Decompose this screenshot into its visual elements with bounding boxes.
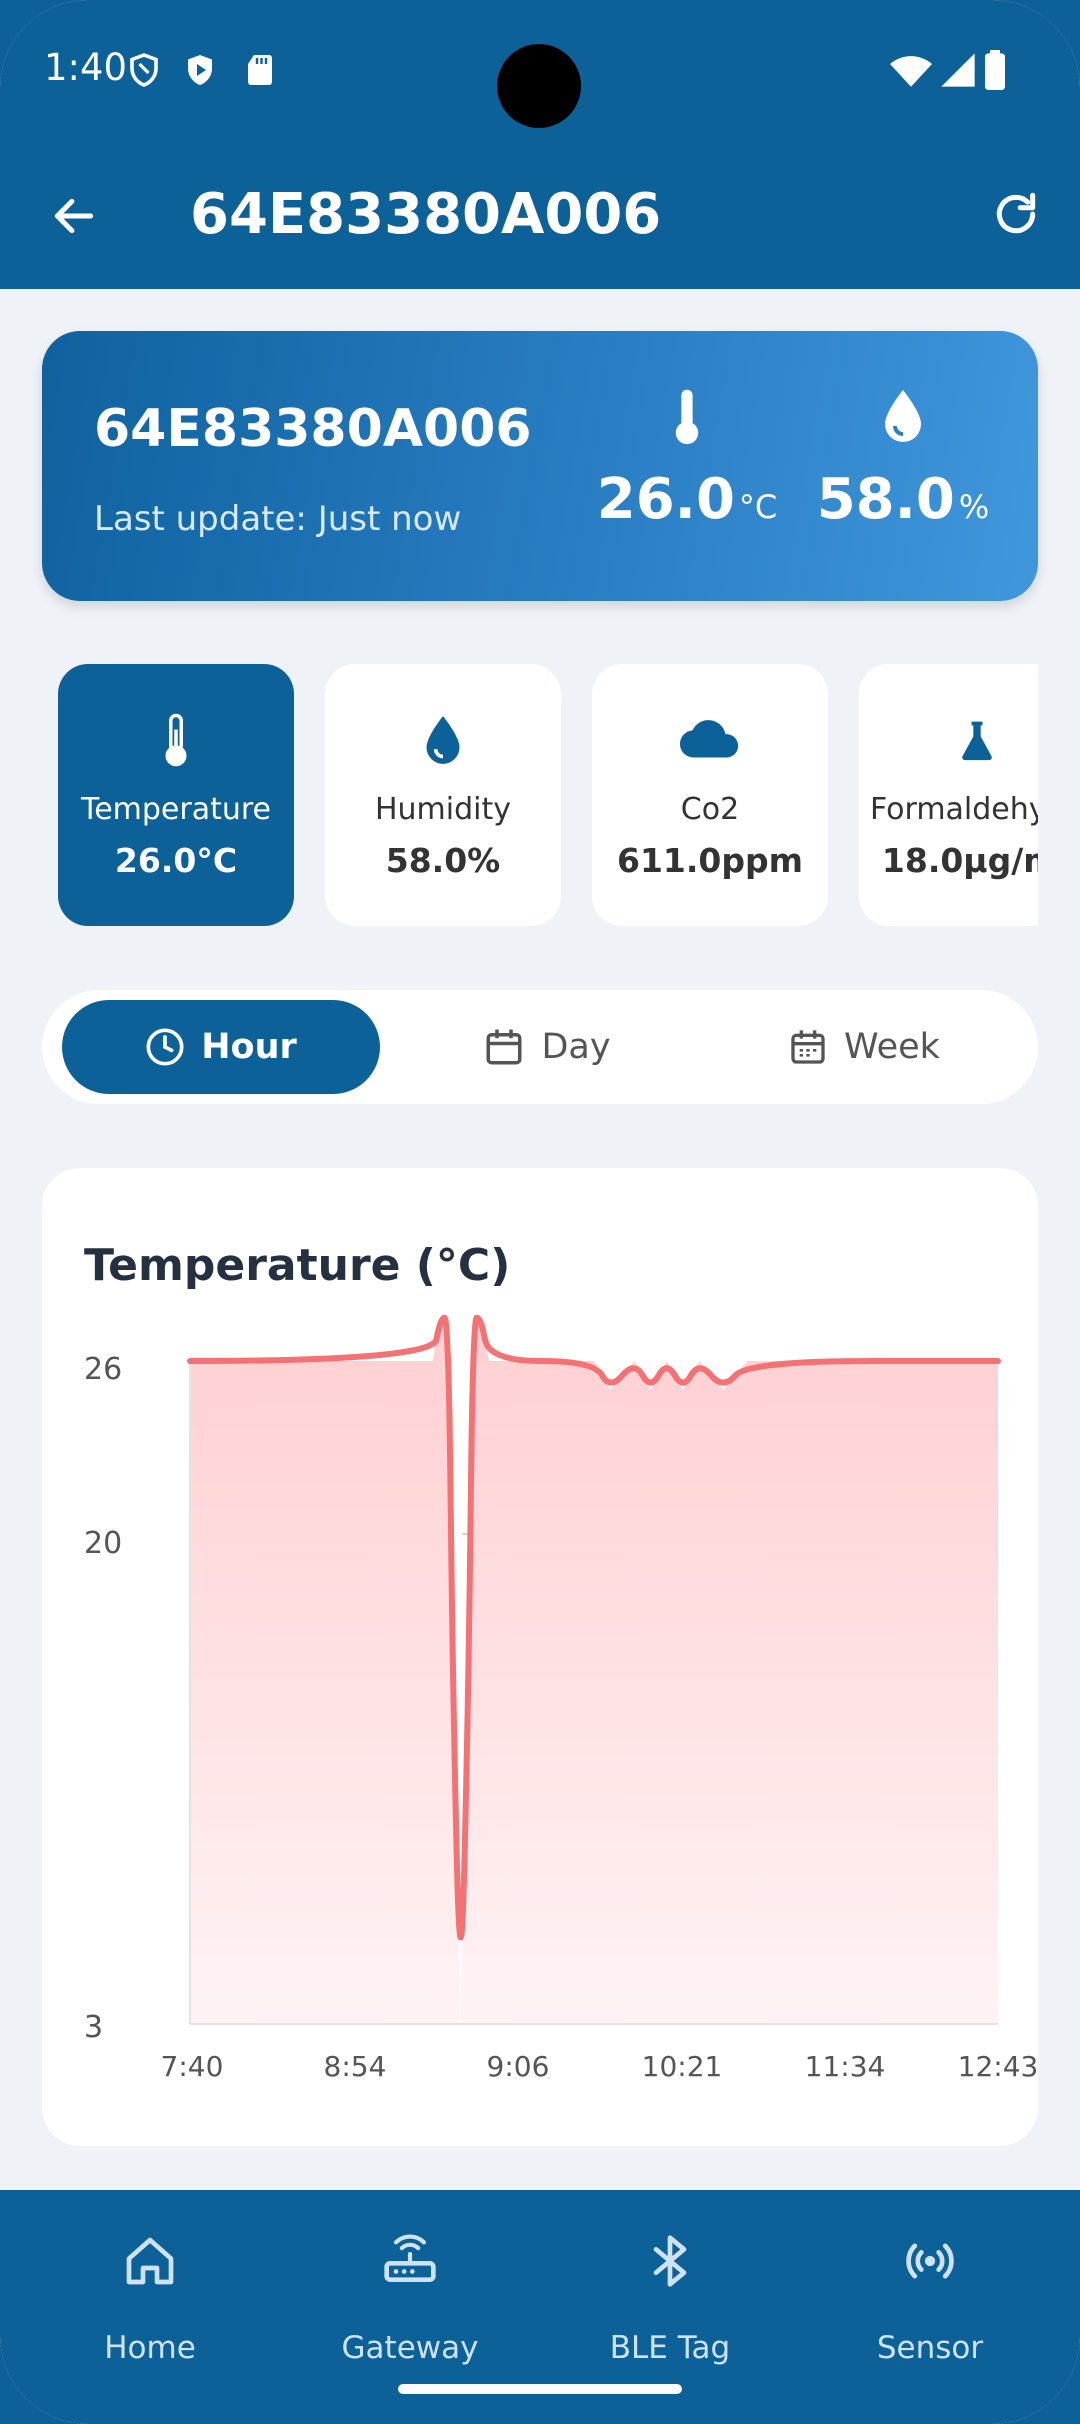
hero-humidity-unit: % — [958, 488, 990, 526]
series-area — [190, 1317, 998, 2024]
flask-icon — [962, 721, 992, 761]
calendar-icon — [791, 1030, 825, 1064]
nav-sensor[interactable]: Sensor — [800, 2226, 1060, 2366]
last-update-text: Last update: Just now — [94, 499, 462, 539]
range-label: Day — [541, 1027, 611, 1067]
sensor-card-temperature[interactable]: Temperature 26.0°C — [58, 664, 294, 926]
home-icon — [126, 2237, 174, 2285]
x-tick-label: 8:54 — [324, 2050, 387, 2083]
nav-label: Gateway — [341, 2330, 479, 2366]
chart-card: Temperature (°C) 26 20 3 7:40 8:54 9:06 10:21 1… — [42, 1168, 1038, 2146]
x-tick-label: 11:34 — [805, 2050, 886, 2083]
nav-ble-tag[interactable]: BLE Tag — [540, 2226, 800, 2366]
nav-gateway[interactable]: Gateway — [280, 2226, 540, 2366]
hero-temperature: 26.0 °C — [592, 383, 782, 532]
thermometer-icon — [165, 713, 187, 767]
nav-label: BLE Tag — [609, 2330, 731, 2366]
clock-icon — [146, 1028, 184, 1066]
water-drop-icon — [426, 716, 460, 764]
arrow-left-icon — [54, 198, 94, 234]
sensor-value: 611.0ppm — [616, 841, 803, 880]
status-bar: 1:40 — [0, 0, 1080, 140]
sensor-card-humidity[interactable]: Humidity 58.0% — [325, 664, 561, 926]
sensor-name: Co2 — [680, 792, 740, 827]
shield-status-icon — [130, 53, 158, 87]
nav-label: Home — [104, 2330, 196, 2366]
sensor-card-co2[interactable]: Co2 611.0ppm — [592, 664, 828, 926]
device-summary-card: 64E83380A006 Last update: Just now 26.0 °… — [42, 331, 1038, 601]
x-tick-label: 7:40 — [161, 2050, 224, 2083]
range-day-button[interactable]: Day — [402, 1000, 692, 1094]
x-tick-label: 12:43 — [958, 2050, 1038, 2083]
series-line — [187, 1314, 1001, 1941]
range-hour-button[interactable]: Hour — [62, 1000, 380, 1094]
y-tick-label: 3 — [84, 2010, 103, 2045]
page-title: 64E83380A006 — [190, 182, 662, 247]
sd-card-status-icon — [248, 55, 272, 85]
sensor-value: 18.0μg/m³ — [881, 841, 1038, 880]
app-header: 1:40 64E83380A006 — [0, 0, 1080, 289]
x-tick-label: 10:21 — [642, 2050, 723, 2083]
y-tick-label: 20 — [84, 1526, 122, 1561]
sensor-name: Humidity — [374, 792, 512, 827]
sensor-name: Formaldehyde — [869, 792, 1038, 827]
battery-icon — [985, 50, 1005, 90]
y-tick-label: 26 — [84, 1352, 122, 1387]
bottom-navigation: Home Gateway BLE Tag Sensor — [0, 2190, 1080, 2424]
hero-temperature-value: 26.0 — [596, 467, 735, 532]
home-indicator — [398, 2384, 682, 2394]
calendar-icon — [486, 1029, 522, 1065]
cloud-icon — [679, 720, 739, 758]
thermometer-icon — [675, 389, 699, 445]
temperature-chart: 26 20 3 7:40 8:54 9:06 10:21 11:34 12:43 — [84, 1314, 1038, 2083]
sensor-name: Temperature — [80, 792, 272, 827]
chart-title: Temperature (°C) — [84, 1240, 511, 1291]
back-button[interactable] — [34, 176, 114, 256]
range-label: Week — [844, 1027, 940, 1067]
play-shield-status-icon — [188, 55, 212, 85]
refresh-button[interactable] — [976, 174, 1056, 254]
refresh-icon — [996, 192, 1036, 234]
device-id: 64E83380A006 — [94, 399, 532, 459]
wifi-icon — [890, 56, 932, 87]
sensor-icon — [906, 2243, 954, 2279]
time-range-selector: Hour Day Week — [42, 990, 1038, 1104]
range-label: Hour — [201, 1027, 297, 1067]
nav-label: Sensor — [876, 2330, 984, 2366]
sensor-selector: Temperature 26.0°C Humidity 58.0% Co2 61… — [58, 664, 1038, 928]
nav-home[interactable]: Home — [20, 2226, 280, 2366]
status-time: 1:40 — [44, 46, 128, 89]
sensor-value: 58.0% — [385, 841, 501, 880]
hero-humidity: 58.0% — [808, 383, 998, 532]
router-icon — [384, 2234, 436, 2282]
range-week-button[interactable]: Week — [714, 1000, 1014, 1094]
signal-icon — [941, 53, 975, 87]
hero-humidity-value: 58.0 — [816, 467, 955, 532]
water-drop-icon — [885, 390, 921, 442]
sensor-card-formaldehyde[interactable]: Formaldehyde 18.0μg/m³ — [859, 664, 1038, 926]
sensor-value: 26.0°C — [114, 841, 238, 880]
camera-cutout — [497, 44, 581, 128]
bluetooth-icon — [653, 2235, 687, 2287]
hero-temperature-unit: °C — [738, 488, 778, 526]
x-tick-label: 9:06 — [487, 2050, 550, 2083]
